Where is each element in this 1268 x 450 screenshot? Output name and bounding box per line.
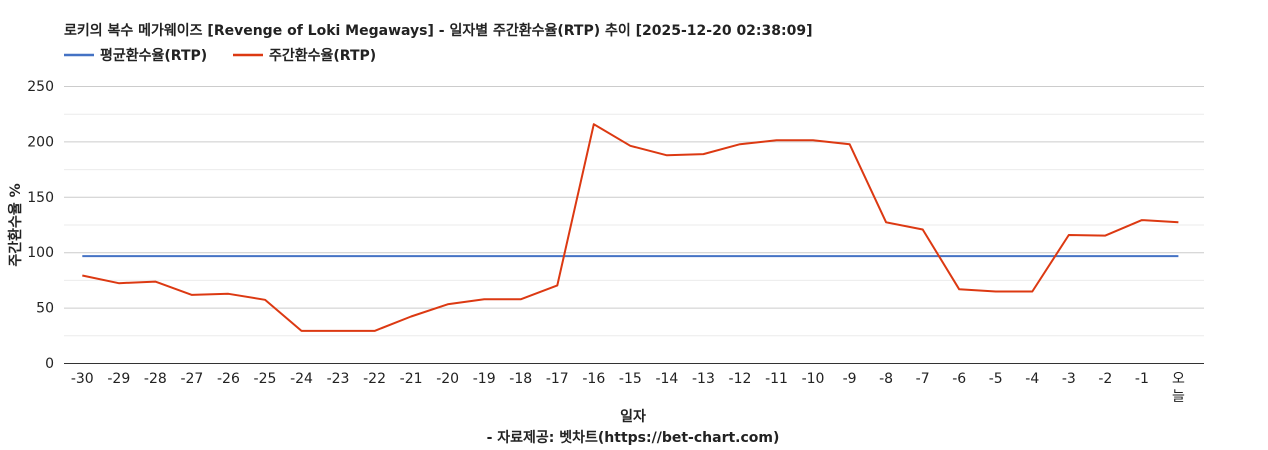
x-tick-label: -20 [436,371,459,387]
x-tick-label: -14 [655,371,678,387]
x-tick-label: -24 [290,371,313,387]
chart-title: 로키의 복수 메가웨이즈 [Revenge of Loki Megaways] … [64,22,813,39]
x-tick-label: -8 [879,371,893,387]
x-tick-label: -23 [327,371,350,387]
y-tick-label: 150 [27,190,54,206]
x-tick-label: -25 [254,371,277,387]
series-lines [82,123,1179,332]
x-axis-title: 일자 [620,409,646,425]
x-tick-label: -11 [765,371,788,387]
x-tick-label: -13 [692,371,715,387]
x-tick-label: 오 [1172,371,1185,387]
x-tick-label: -19 [473,371,496,387]
x-tick-label: -6 [952,371,966,387]
x-tick-label: -9 [843,371,857,387]
y-axis-title: 주간환수율 % [7,183,24,266]
x-tick-label: -5 [989,371,1003,387]
x-tick-label: -29 [107,371,130,387]
x-tick-label-cont: 늘 [1172,389,1185,405]
x-tick-label: -3 [1062,371,1076,387]
y-tick-label: 200 [27,134,54,150]
x-tick-label: -21 [400,371,423,387]
x-tick-label: -18 [509,371,532,387]
legend-item-weekly[interactable]: 주간환수율(RTP) [233,47,376,64]
y-tick-label: 250 [27,79,54,95]
x-tick-label: -27 [180,371,203,387]
x-tick-label: -30 [71,371,94,387]
x-tick-label: -2 [1098,371,1112,387]
x-tick-label: -17 [546,371,569,387]
legend-item-average[interactable]: 평균환수율(RTP) [64,47,207,64]
x-tick-label: -1 [1135,371,1149,387]
y-tick-label: 50 [36,301,54,317]
x-tick-label: -15 [619,371,642,387]
y-axis-ticks: 0 50 100 150 200 250 [27,79,54,372]
y-tick-label: 100 [27,245,54,261]
legend: 평균환수율(RTP) 주간환수율(RTP) [64,47,376,64]
x-tick-label: -12 [729,371,752,387]
source-credit: - 자료제공: 벳차트(https://bet-chart.com) [487,429,780,446]
gridlines [64,86,1204,337]
x-tick-label: -7 [916,371,930,387]
x-tick-label: -16 [582,371,605,387]
x-axis-ticks: -30 -29 -28 -27 -26 -25 -24 -23 -22 -21 -20 -19 -18-… [71,371,1185,405]
y-tick-label: 0 [45,356,54,372]
x-tick-label: -4 [1025,371,1039,387]
x-tick-label: -10 [802,371,825,387]
x-tick-label: -22 [363,371,386,387]
legend-label-weekly: 주간환수율(RTP) [269,47,376,64]
x-tick-label: -28 [144,371,167,387]
legend-label-average: 평균환수율(RTP) [100,47,207,64]
x-tick-label: -26 [217,371,240,387]
series-line-weekly[interactable] [82,123,1179,332]
